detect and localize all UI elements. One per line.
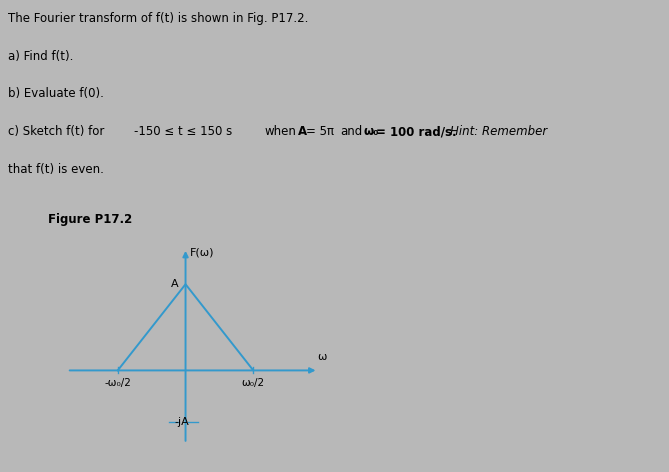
Text: ω: ω [317,352,326,362]
Text: A: A [298,125,307,138]
Text: b) Evaluate f(0).: b) Evaluate f(0). [8,87,104,101]
Text: ω₀/2: ω₀/2 [242,378,265,388]
Text: = 100 rad/s.: = 100 rad/s. [376,125,457,138]
Text: Hint: Remember: Hint: Remember [450,125,547,138]
Text: ω₀: ω₀ [363,125,379,138]
Text: Figure P17.2: Figure P17.2 [48,213,132,227]
Text: that f(t) is even.: that f(t) is even. [8,163,104,176]
Text: -jA: -jA [175,417,189,427]
Text: = 5π: = 5π [306,125,334,138]
Text: A: A [171,279,179,289]
Text: and: and [340,125,362,138]
Text: The Fourier transform of f(t) is shown in Fig. P17.2.: The Fourier transform of f(t) is shown i… [8,12,308,25]
Text: a) Find f(t).: a) Find f(t). [8,50,74,63]
Text: -150 ≤ t ≤ 150 s: -150 ≤ t ≤ 150 s [134,125,232,138]
Text: -ω₀/2: -ω₀/2 [104,378,131,388]
Text: when: when [264,125,296,138]
Text: F(ω): F(ω) [190,247,215,257]
Text: c) Sketch f(t) for: c) Sketch f(t) for [8,125,104,138]
